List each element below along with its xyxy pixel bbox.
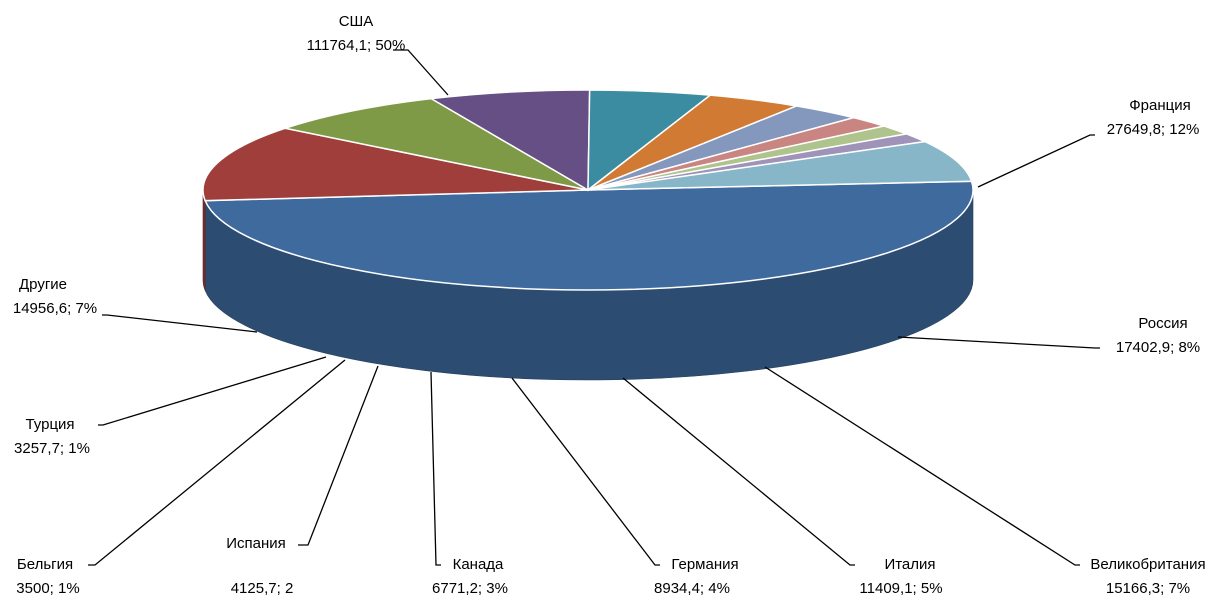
slice-label-others: Другие 14956,6; 7% (13, 276, 97, 317)
leader-line-spain (298, 365, 379, 546)
slice-label-usa-value: 111764,1; 50% (307, 37, 406, 54)
pie-slice-usa (204, 180, 974, 291)
pie-side-france (202, 189, 206, 291)
slice-label-france: Франция 27649,8; 12% (1107, 97, 1200, 138)
leader-line-france (977, 134, 1095, 188)
pie-slices (202, 89, 974, 381)
leader-line-italy (622, 377, 855, 566)
slice-label-uk: Великобритания 15166,3; 7% (1090, 556, 1205, 597)
slice-label-turkey-name: Турция (25, 416, 74, 433)
slice-label-germany-name: Германия (671, 556, 738, 573)
leader-line-germany (511, 377, 660, 566)
leader-line-uk (764, 366, 1080, 566)
pie-slice-france (202, 127, 589, 202)
slice-label-italy-name: Италия (884, 556, 935, 573)
leader-line-turkey (98, 356, 327, 426)
slice-label-spain-value: 4125,7; 2 (231, 580, 294, 597)
slice-label-others-name: Другие (19, 276, 67, 293)
slice-label-spain-name: Испания (226, 535, 286, 552)
slice-label-turkey: Турция 3257,7; 1% (14, 416, 90, 457)
pie-slice-others (587, 140, 973, 191)
slice-label-belgium-name: Бельгия (17, 556, 73, 573)
slice-label-russia-value: 17402,9; 8% (1116, 339, 1200, 356)
slice-label-germany: Германия 8934,4; 4% (654, 556, 739, 597)
slice-label-russia: Россия 17402,9; 8% (1116, 315, 1200, 356)
slice-label-canada: Канада 6771,2; 3% (432, 556, 508, 597)
leader-lines (88, 49, 1100, 566)
slice-label-germany-value: 8934,4; 4% (654, 580, 730, 597)
leader-line-russia (897, 336, 1100, 349)
slice-label-spain: Испания 4125,7; 2 (226, 535, 293, 597)
slice-label-others-value: 14956,6; 7% (13, 300, 97, 317)
leader-line-belgium (88, 359, 346, 566)
slice-label-france-value: 27649,8; 12% (1107, 121, 1200, 138)
pie-slice-russia (282, 97, 589, 191)
leader-line-usa (393, 49, 449, 96)
slice-label-uk-name: Великобритания (1090, 556, 1205, 573)
slice-label-usa: США 111764,1; 50% (307, 13, 406, 54)
slice-label-turkey-value: 3257,7; 1% (14, 440, 90, 457)
slice-label-italy-value: 11409,1; 5% (859, 580, 942, 597)
leader-line-canada (430, 371, 441, 566)
slice-label-uk-value: 15166,3; 7% (1106, 580, 1190, 597)
pie-top-faces (202, 89, 974, 291)
slice-label-france-name: Франция (1129, 97, 1190, 114)
slice-label-usa-name: США (339, 13, 374, 30)
slice-label-belgium: Бельгия 3500; 1% (16, 556, 79, 597)
leader-line-others (102, 314, 258, 333)
slice-label-russia-name: Россия (1138, 315, 1187, 332)
slice-label-canada-name: Канада (453, 556, 504, 573)
slice-label-belgium-value: 3500; 1% (16, 580, 79, 597)
slice-label-italy: Италия 11409,1; 5% (859, 556, 942, 597)
pie-slice-uk (428, 89, 591, 192)
slice-label-canada-value: 6771,2; 3% (432, 580, 508, 597)
